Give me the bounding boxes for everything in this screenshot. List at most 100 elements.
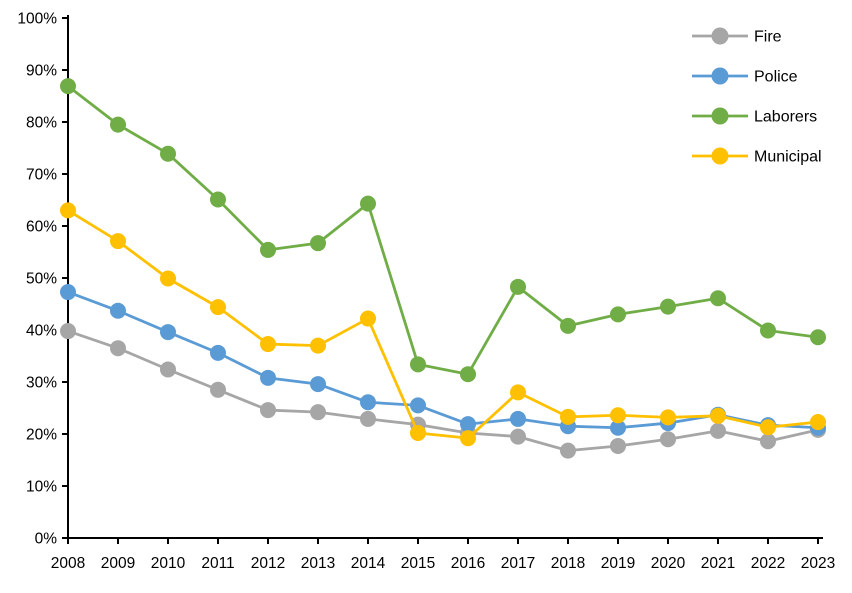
y-tick-label: 60%: [26, 219, 57, 236]
series-line-fire: [66, 329, 820, 453]
data-point-police: [410, 397, 426, 414]
legend: Fire Police Laborers Municipal: [692, 27, 822, 166]
x-tick-label: 2012: [251, 555, 285, 572]
data-point-laborers: [60, 78, 76, 95]
data-point-municipal: [110, 233, 126, 250]
x-tick-label: 2014: [351, 555, 386, 572]
data-point-municipal: [160, 270, 176, 287]
data-point-municipal: [460, 430, 476, 447]
data-point-fire: [160, 361, 176, 378]
y-tick-label: 10%: [26, 479, 57, 496]
x-tick-label: 2009: [101, 555, 135, 572]
data-point-laborers: [660, 298, 676, 315]
y-tick-label: 70%: [26, 167, 57, 184]
data-point-fire: [60, 323, 76, 340]
y-tick-label: 0%: [35, 531, 58, 548]
data-point-fire: [710, 422, 726, 439]
data-point-municipal: [360, 310, 376, 327]
data-point-laborers: [610, 306, 626, 323]
data-point-laborers: [710, 290, 726, 307]
y-axis: 0% 10% 20% 30% 40% 50% 60% 70% 80% 90% 100%: [17, 11, 69, 548]
legend-label-municipal: Municipal: [754, 149, 822, 166]
data-point-fire: [660, 431, 676, 448]
x-tick-label: 2010: [151, 555, 186, 572]
y-tick-label: 20%: [26, 427, 57, 444]
x-tick-label: 2023: [801, 555, 835, 572]
data-point-municipal: [310, 337, 326, 354]
data-point-fire: [760, 433, 776, 450]
data-point-police: [160, 324, 176, 341]
legend-label-laborers: Laborers: [754, 109, 817, 126]
data-point-municipal: [760, 419, 776, 436]
y-tick-label: 80%: [26, 115, 57, 132]
series-line-laborers: [66, 84, 820, 376]
data-point-laborers: [410, 356, 426, 373]
data-point-police: [510, 410, 526, 427]
x-tick-label: 2015: [401, 555, 435, 572]
y-tick-label: 50%: [26, 271, 57, 288]
data-point-laborers: [760, 322, 776, 339]
x-tick-label: 2017: [501, 555, 535, 572]
data-point-fire: [210, 381, 226, 398]
data-point-laborers: [810, 329, 826, 346]
data-point-municipal: [210, 299, 226, 316]
data-point-laborers: [360, 195, 376, 212]
x-tick-label: 2021: [701, 555, 735, 572]
data-point-police: [360, 394, 376, 411]
legend-marker-municipal: [711, 147, 729, 165]
data-point-municipal: [560, 408, 576, 425]
data-point-laborers: [460, 366, 476, 383]
x-axis: 2008 2009 2010 2011 2012 2013 2014 2015 2016 2017…: [51, 537, 835, 572]
data-point-fire: [260, 402, 276, 419]
data-point-police: [110, 302, 126, 319]
x-tick-label: 2022: [751, 555, 785, 572]
data-point-fire: [110, 340, 126, 357]
data-point-municipal: [410, 424, 426, 441]
data-point-fire: [510, 428, 526, 445]
data-point-police: [610, 419, 626, 436]
data-point-laborers: [310, 235, 326, 252]
data-point-municipal: [810, 414, 826, 431]
data-point-laborers: [260, 241, 276, 258]
data-point-police: [60, 284, 76, 301]
data-point-laborers: [160, 145, 176, 162]
data-point-municipal: [60, 202, 76, 219]
data-point-police: [210, 344, 226, 361]
legend-label-police: Police: [754, 69, 798, 86]
data-point-municipal: [660, 409, 676, 426]
legend-marker-fire: [711, 27, 729, 45]
data-point-municipal: [710, 407, 726, 424]
data-point-municipal: [510, 384, 526, 401]
y-tick-label: 90%: [26, 63, 57, 80]
data-point-laborers: [560, 317, 576, 334]
data-point-fire: [310, 404, 326, 421]
x-tick-label: 2013: [301, 555, 335, 572]
series-line-police: [66, 290, 820, 430]
data-point-fire: [610, 437, 626, 454]
x-tick-label: 2019: [601, 555, 635, 572]
series-group: [60, 78, 826, 459]
legend-marker-police: [711, 67, 729, 85]
series-line-municipal: [66, 208, 820, 440]
x-tick-label: 2020: [651, 555, 686, 572]
data-point-laborers: [210, 191, 226, 208]
y-tick-label: 30%: [26, 375, 57, 392]
x-tick-label: 2011: [201, 555, 234, 572]
data-point-municipal: [260, 336, 276, 353]
data-point-police: [460, 416, 476, 433]
data-point-fire: [360, 410, 376, 427]
data-point-police: [260, 369, 276, 386]
legend-marker-laborers: [711, 107, 729, 125]
legend-label-fire: Fire: [754, 29, 782, 46]
data-point-laborers: [110, 116, 126, 133]
y-tick-label: 100%: [17, 11, 57, 28]
x-tick-label: 2008: [51, 555, 85, 572]
data-point-fire: [560, 442, 576, 459]
data-point-police: [310, 376, 326, 393]
x-tick-label: 2016: [451, 555, 485, 572]
data-point-municipal: [610, 407, 626, 424]
x-tick-label: 2018: [551, 555, 585, 572]
data-point-laborers: [510, 278, 526, 295]
